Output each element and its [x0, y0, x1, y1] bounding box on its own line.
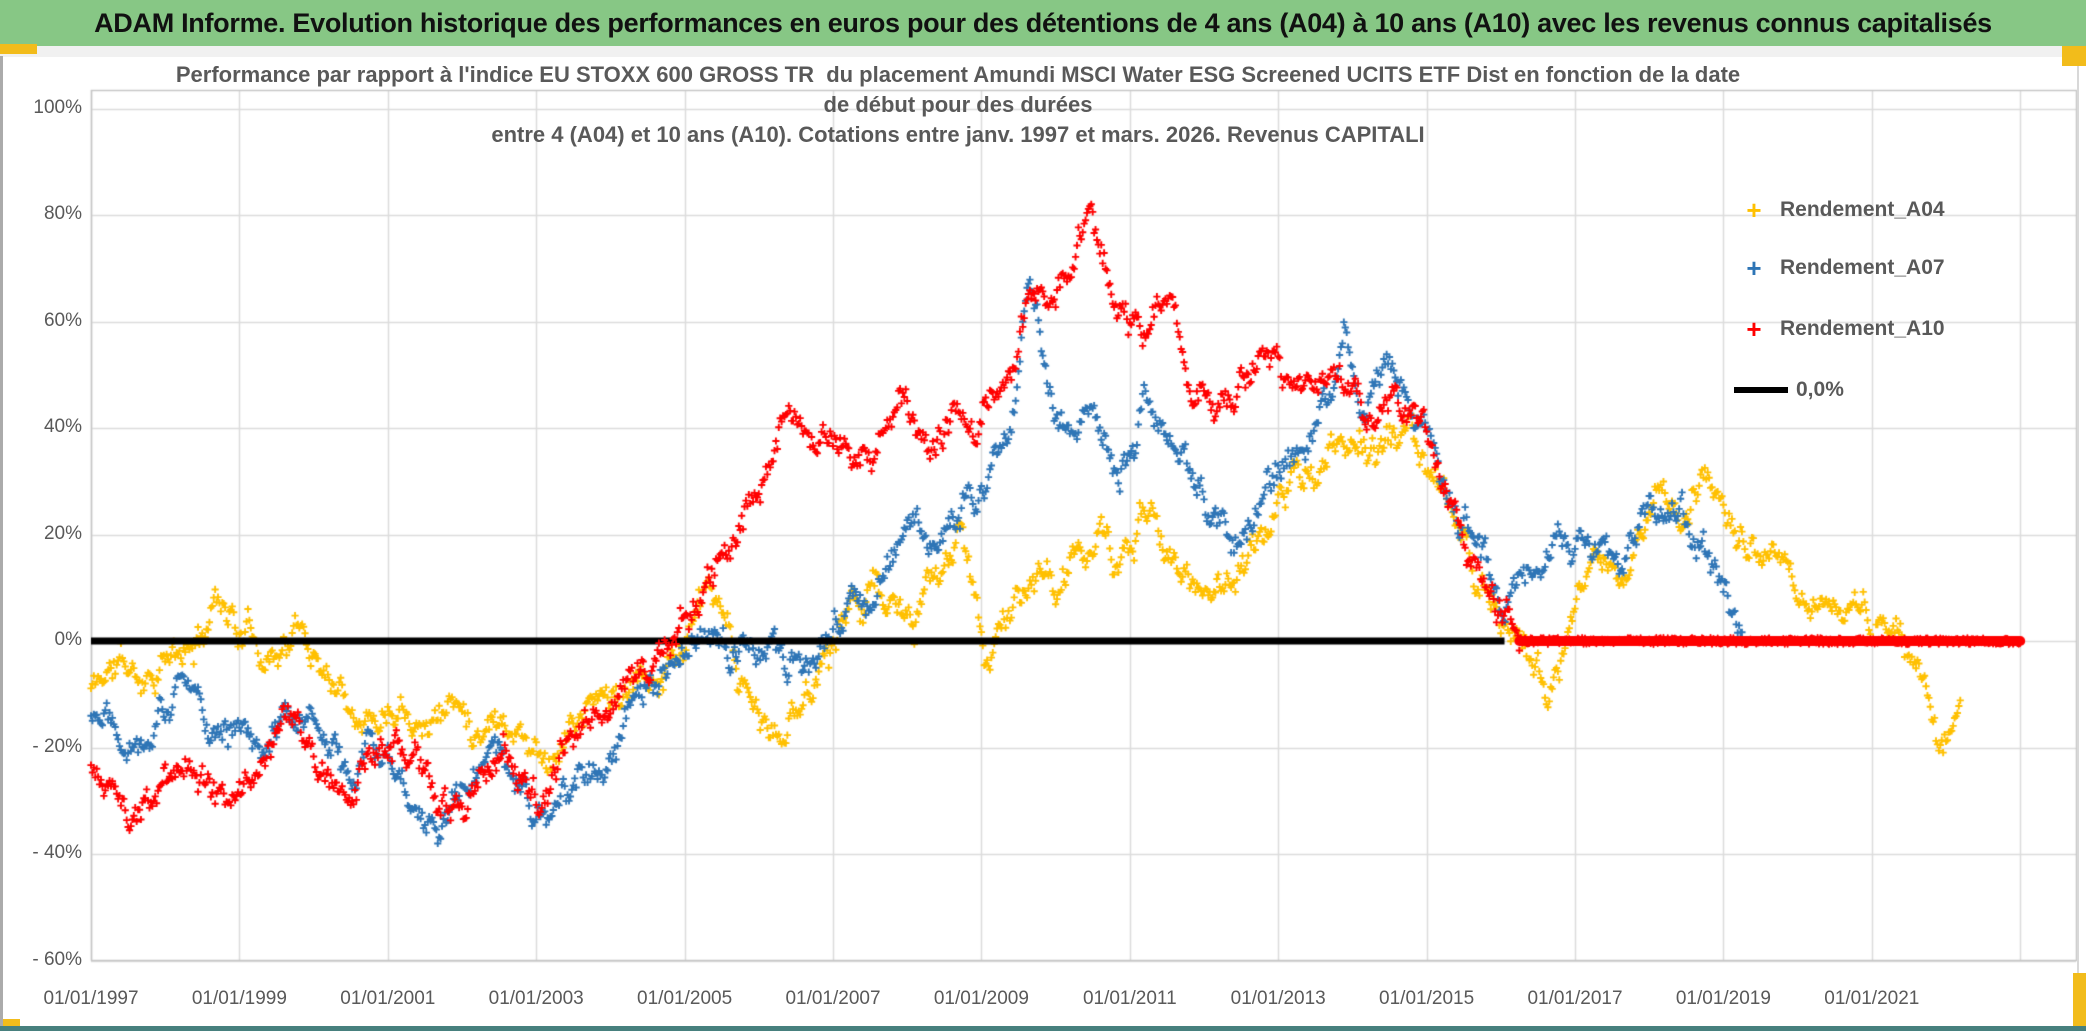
- x-axis-tick-label: 01/01/2007: [785, 988, 881, 1009]
- y-axis-tick-label: 80%: [43, 203, 82, 224]
- plus-marker-icon: +: [1746, 253, 1762, 283]
- y-axis-tick-label: 40%: [43, 416, 82, 437]
- legend-item-rendement-a07: + Rendement_A07: [1734, 253, 1945, 283]
- gold-accent-bottom-right: [2073, 973, 2086, 1026]
- y-axis-tick-label: 20%: [43, 522, 82, 544]
- banner-title: ADAM Informe. Evolution historique des p…: [94, 7, 1992, 38]
- chart-title-line-3: entre 4 (A04) et 10 ans (A10). Cotations…: [491, 122, 1425, 147]
- y-axis-tick-label: 100%: [33, 96, 82, 118]
- chart-title-line-1: Performance par rapport à l'indice EU ST…: [175, 62, 1741, 87]
- chart-title-line-2: de début pour des durées: [823, 92, 1093, 117]
- x-axis-tick-label: 01/01/2003: [488, 988, 584, 1009]
- sub-banner-strip: [0, 46, 2086, 57]
- legend-label: Rendement_A04: [1780, 198, 1945, 221]
- bottom-teal-bar: [0, 1026, 2086, 1031]
- y-axis-tick-label: 0%: [54, 629, 82, 650]
- banner: ADAM Informe. Evolution historique des p…: [0, 0, 2086, 46]
- y-axis-tick-label: - 20%: [32, 735, 82, 757]
- x-axis-tick-label: 01/01/2005: [637, 988, 733, 1009]
- x-axis-tick-label: 01/01/2017: [1527, 988, 1623, 1009]
- legend-label: 0,0%: [1796, 378, 1844, 401]
- x-axis-tick-label: 01/01/2015: [1379, 988, 1475, 1009]
- right-edge-strip: [2077, 66, 2079, 973]
- legend-label: Rendement_A10: [1780, 317, 1945, 340]
- x-axis-tick-label: 01/01/2019: [1675, 988, 1771, 1009]
- gold-accent-top-left: [0, 44, 37, 54]
- x-axis-tick-label: 01/01/2013: [1230, 988, 1326, 1009]
- legend-label: Rendement_A07: [1780, 256, 1945, 279]
- y-axis-tick-label: - 60%: [32, 948, 82, 970]
- line-swatch-icon: [1734, 387, 1788, 393]
- x-axis-tick-label: 01/01/2009: [933, 988, 1029, 1009]
- legend-item-rendement-a10: + Rendement_A10: [1734, 314, 1945, 344]
- x-axis-tick-label: 01/01/2001: [340, 988, 436, 1009]
- x-axis-tick-label: 01/01/2021: [1824, 988, 1920, 1009]
- x-axis-tick-label: 01/01/2011: [1082, 988, 1177, 1009]
- legend-item-rendement-a04: + Rendement_A04: [1734, 195, 1945, 225]
- x-axis-tick-label: 01/01/1999: [191, 988, 287, 1009]
- y-axis-tick-label: - 40%: [32, 842, 82, 863]
- chart-title: Performance par rapport à l'indice EU ST…: [85, 60, 1831, 150]
- x-axis-tick-label: 01/01/1997: [43, 988, 139, 1009]
- y-axis-tick-label: 60%: [43, 309, 82, 331]
- left-edge-strip: [0, 56, 3, 1026]
- plus-marker-icon: +: [1746, 314, 1762, 344]
- gold-accent-top-right: [2062, 46, 2086, 66]
- legend-item-0-0-: 0,0%: [1734, 378, 1844, 402]
- plus-marker-icon: +: [1746, 195, 1762, 225]
